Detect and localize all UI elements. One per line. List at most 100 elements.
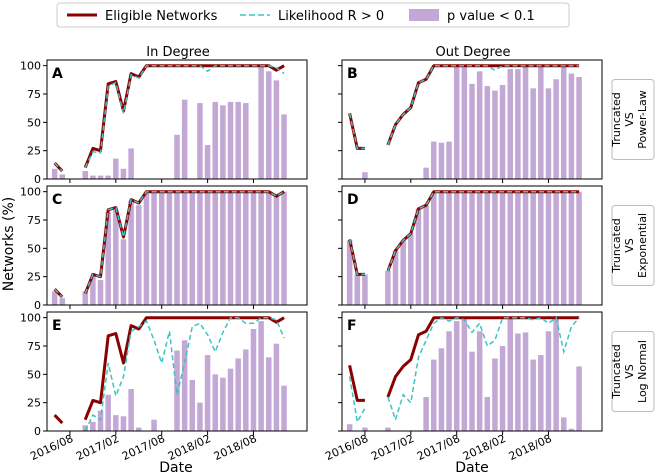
bar [227, 101, 234, 179]
series-likelihood [348, 316, 580, 425]
bar [446, 191, 452, 305]
y-axis-label: Networks (%) [1, 197, 17, 291]
bar [266, 71, 272, 179]
col-title-in-degree: In Degree [146, 45, 210, 60]
bar [235, 101, 241, 179]
bar [530, 191, 536, 305]
y-tick-label: 75 [27, 214, 41, 227]
x-tick-label: 2018/02 [166, 432, 213, 463]
bar [105, 394, 111, 431]
bar [469, 191, 475, 305]
bar [392, 250, 399, 305]
bar [197, 191, 203, 305]
bar [423, 397, 429, 431]
y-tick-label: 50 [27, 242, 41, 255]
bar [515, 69, 521, 179]
bar [266, 191, 272, 305]
bar [469, 83, 475, 179]
series-likelihood [54, 190, 285, 298]
row-label-text: Log Normal [636, 340, 649, 403]
legend-swatch-pvalue [409, 9, 439, 21]
series-likelihood [84, 316, 285, 432]
row-label-text: VS [623, 112, 636, 127]
bar [105, 175, 111, 179]
bar [136, 427, 142, 431]
y-tick-label: 75 [27, 88, 41, 101]
bar [461, 317, 468, 431]
bar [538, 355, 544, 431]
bar [561, 65, 567, 179]
bar [227, 368, 234, 431]
x-tick-label: 2018/02 [461, 432, 508, 463]
bar [90, 421, 96, 431]
bar [174, 191, 180, 305]
y-tick-label: 50 [27, 368, 41, 381]
bar [220, 105, 226, 179]
panel-letter: D [347, 192, 359, 208]
y-tick-label: 0 [34, 425, 41, 438]
bar [220, 377, 226, 431]
row-label-text: Exponential [636, 213, 649, 278]
panel-letter: F [347, 318, 357, 334]
bar [166, 191, 173, 305]
y-tick-label: 50 [27, 116, 41, 129]
bar [438, 191, 445, 305]
y-tick-label: 100 [20, 60, 41, 73]
bar [82, 171, 88, 179]
bar [354, 274, 361, 305]
y-tick-label: 25 [27, 271, 41, 284]
y-tick-label: 100 [20, 312, 41, 325]
bar [484, 86, 491, 179]
bar [235, 358, 241, 431]
panel-letter: C [52, 192, 62, 208]
bar [385, 271, 391, 305]
y-tick-label: 25 [27, 145, 41, 158]
bar [128, 148, 134, 179]
bar [197, 402, 203, 431]
legend-label: Eligible Networks [105, 9, 218, 24]
series-likelihood [348, 64, 580, 150]
legend-label: p value < 0.1 [447, 9, 535, 24]
bar [346, 424, 353, 431]
bar [499, 84, 506, 179]
bar [151, 191, 157, 305]
bar [484, 191, 491, 305]
bar [181, 340, 188, 431]
bar [362, 172, 368, 179]
row-label-box [611, 205, 655, 286]
bar [158, 191, 165, 305]
bar [97, 175, 104, 179]
panel-frame [341, 311, 603, 432]
bar [499, 346, 506, 431]
bar [507, 317, 513, 431]
bar [212, 191, 218, 305]
bar [204, 145, 211, 179]
bar [492, 90, 498, 179]
bar [273, 80, 280, 179]
panel-frame [46, 311, 308, 432]
bar [461, 191, 468, 305]
row-label-text: Truncated [610, 92, 623, 147]
x-tick-label: 2017/02 [74, 432, 121, 463]
bar [431, 191, 437, 305]
bar [400, 240, 406, 305]
bar [273, 196, 280, 305]
bar [227, 191, 234, 305]
panel-frame [46, 59, 308, 180]
bar [484, 397, 491, 431]
series-eligible [348, 316, 580, 402]
bar [522, 332, 529, 431]
series-likelihood [54, 64, 285, 172]
bar [243, 191, 249, 305]
bar [113, 158, 119, 179]
bar [266, 357, 272, 431]
bar [143, 191, 150, 305]
bar [212, 374, 218, 431]
bar [553, 191, 559, 305]
bar [273, 343, 280, 431]
bar [568, 428, 575, 431]
row-label-2: Truncated VS Exponential [610, 205, 655, 286]
bar [258, 65, 264, 179]
